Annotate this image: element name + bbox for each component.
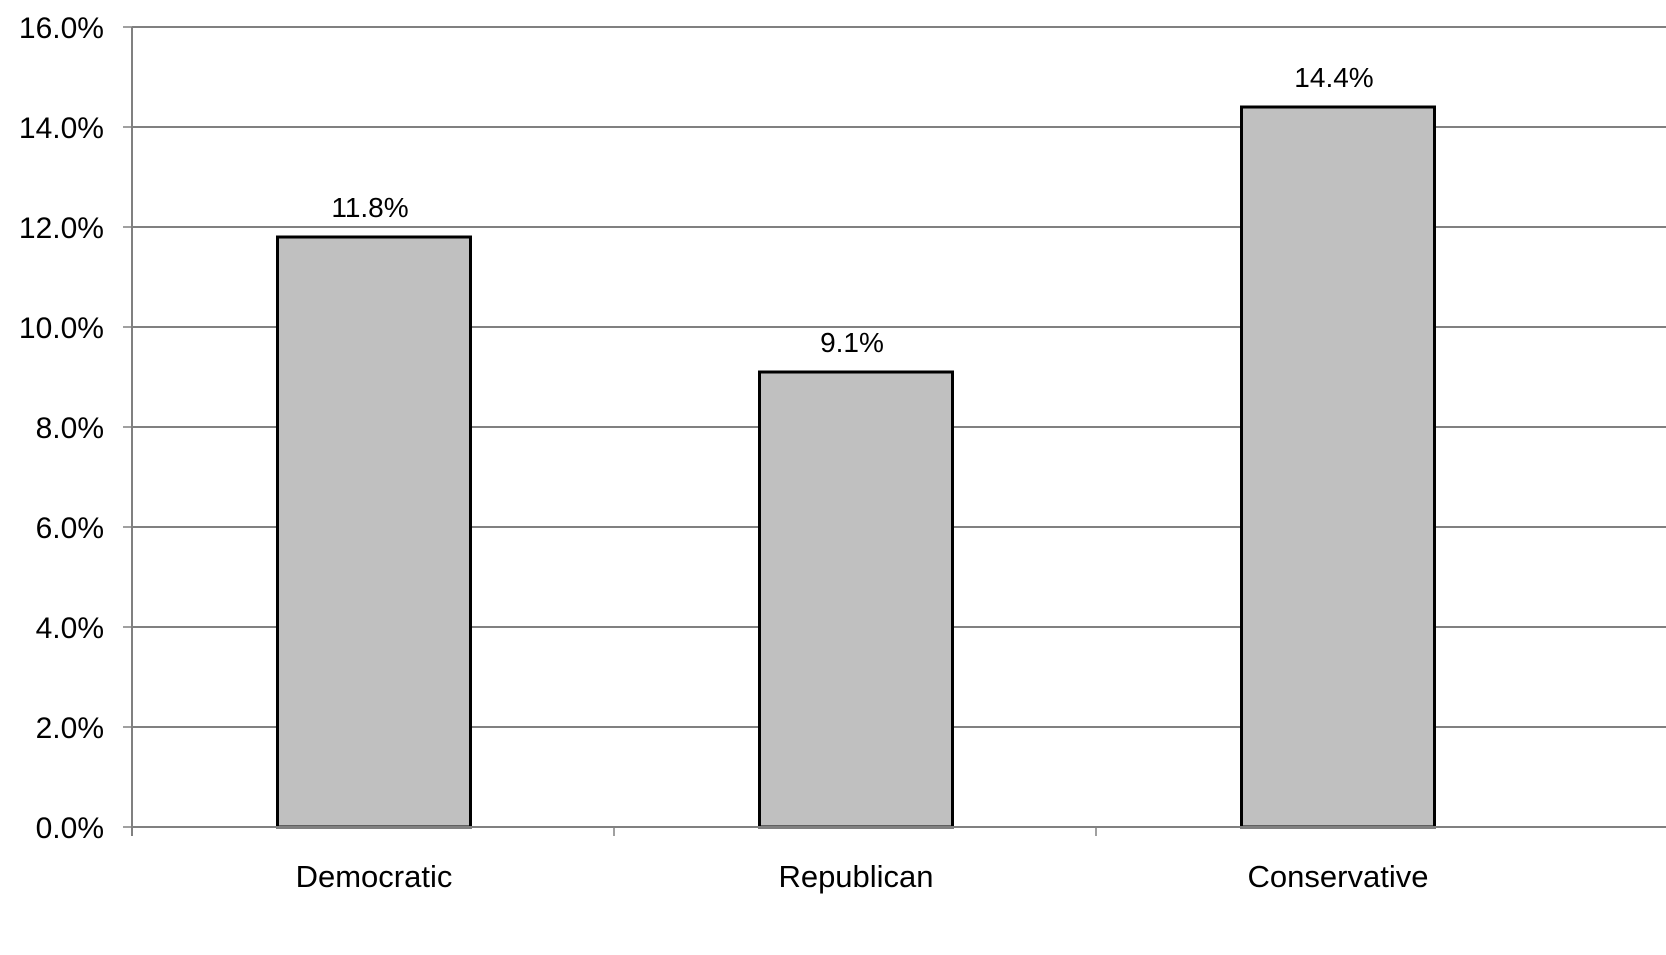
- bar-democratic: [276, 235, 472, 829]
- axes: [123, 26, 1666, 836]
- y-tick-label: 6.0%: [36, 512, 104, 545]
- y-tick-label: 8.0%: [36, 412, 104, 445]
- bars: [276, 105, 1436, 829]
- y-tick-label: 4.0%: [36, 612, 104, 645]
- bar-conservative: [1240, 105, 1436, 829]
- x-category-labels: Democratic Republican Conservative: [296, 859, 1429, 894]
- bar-republican: [758, 370, 954, 829]
- y-tick-labels: 0.0% 2.0% 4.0% 6.0% 8.0% 10.0% 12.0% 14.0% 16.0%: [19, 12, 104, 845]
- y-tick-label: 14.0%: [19, 112, 104, 145]
- y-tick-label: 0.0%: [36, 812, 104, 845]
- data-label: 11.8%: [331, 192, 408, 223]
- y-tick-label: 12.0%: [19, 212, 104, 245]
- data-labels: 11.8% 9.1% 14.4%: [331, 62, 1373, 358]
- y-tick-label: 2.0%: [36, 712, 104, 745]
- y-tick-label: 10.0%: [19, 312, 104, 345]
- x-category-label: Conservative: [1248, 859, 1429, 894]
- x-category-label: Democratic: [296, 859, 453, 894]
- data-label: 9.1%: [820, 327, 884, 358]
- data-label: 14.4%: [1294, 62, 1373, 93]
- y-tick-label: 16.0%: [19, 12, 104, 45]
- x-category-label: Republican: [778, 859, 933, 894]
